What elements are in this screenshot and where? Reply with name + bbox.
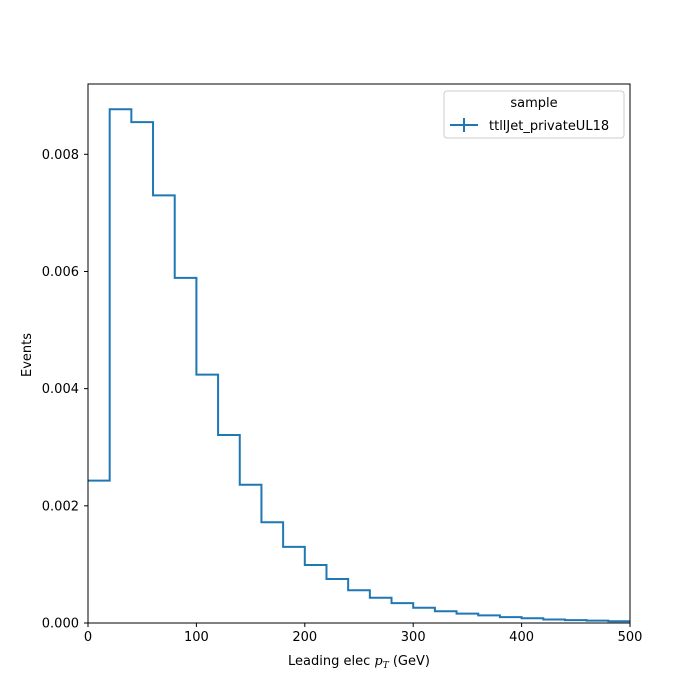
y-axis: 0.000 0.002 0.004 0.006 0.008 <box>42 148 88 632</box>
y-tick-label: 0.008 <box>42 148 79 163</box>
x-axis-label-prefix: Leading elec <box>288 654 374 669</box>
legend: sample ttllJet_privateUL18 <box>443 90 625 139</box>
legend-entry-label: ttllJet_privateUL18 <box>489 119 609 134</box>
x-tick-label: 200 <box>292 630 317 645</box>
x-axis: 0 100 200 300 400 500 <box>84 623 643 645</box>
x-tick-label: 100 <box>184 630 209 645</box>
x-tick-label: 400 <box>509 630 534 645</box>
legend-title: sample <box>510 96 557 111</box>
x-axis-label-math: p <box>374 654 383 669</box>
x-tick-label: 0 <box>84 630 92 645</box>
x-tick-label: 500 <box>618 630 643 645</box>
y-tick-label: 0.006 <box>42 265 79 280</box>
x-tick-label: 300 <box>401 630 426 645</box>
y-tick-label: 0.004 <box>42 382 79 397</box>
y-axis-label: Events <box>20 333 35 377</box>
plot-area <box>88 108 630 623</box>
x-axis-label-suffix: (GeV) <box>389 654 430 669</box>
x-axis-label: Leading elec pT (GeV) <box>288 654 430 671</box>
y-tick-label: 0.000 <box>42 617 79 632</box>
histogram-step-line <box>88 108 630 623</box>
x-axis-label-subscript: T <box>383 661 390 671</box>
legend-box <box>443 90 625 139</box>
plot-frame <box>87 83 631 624</box>
y-tick-label: 0.002 <box>42 499 79 514</box>
